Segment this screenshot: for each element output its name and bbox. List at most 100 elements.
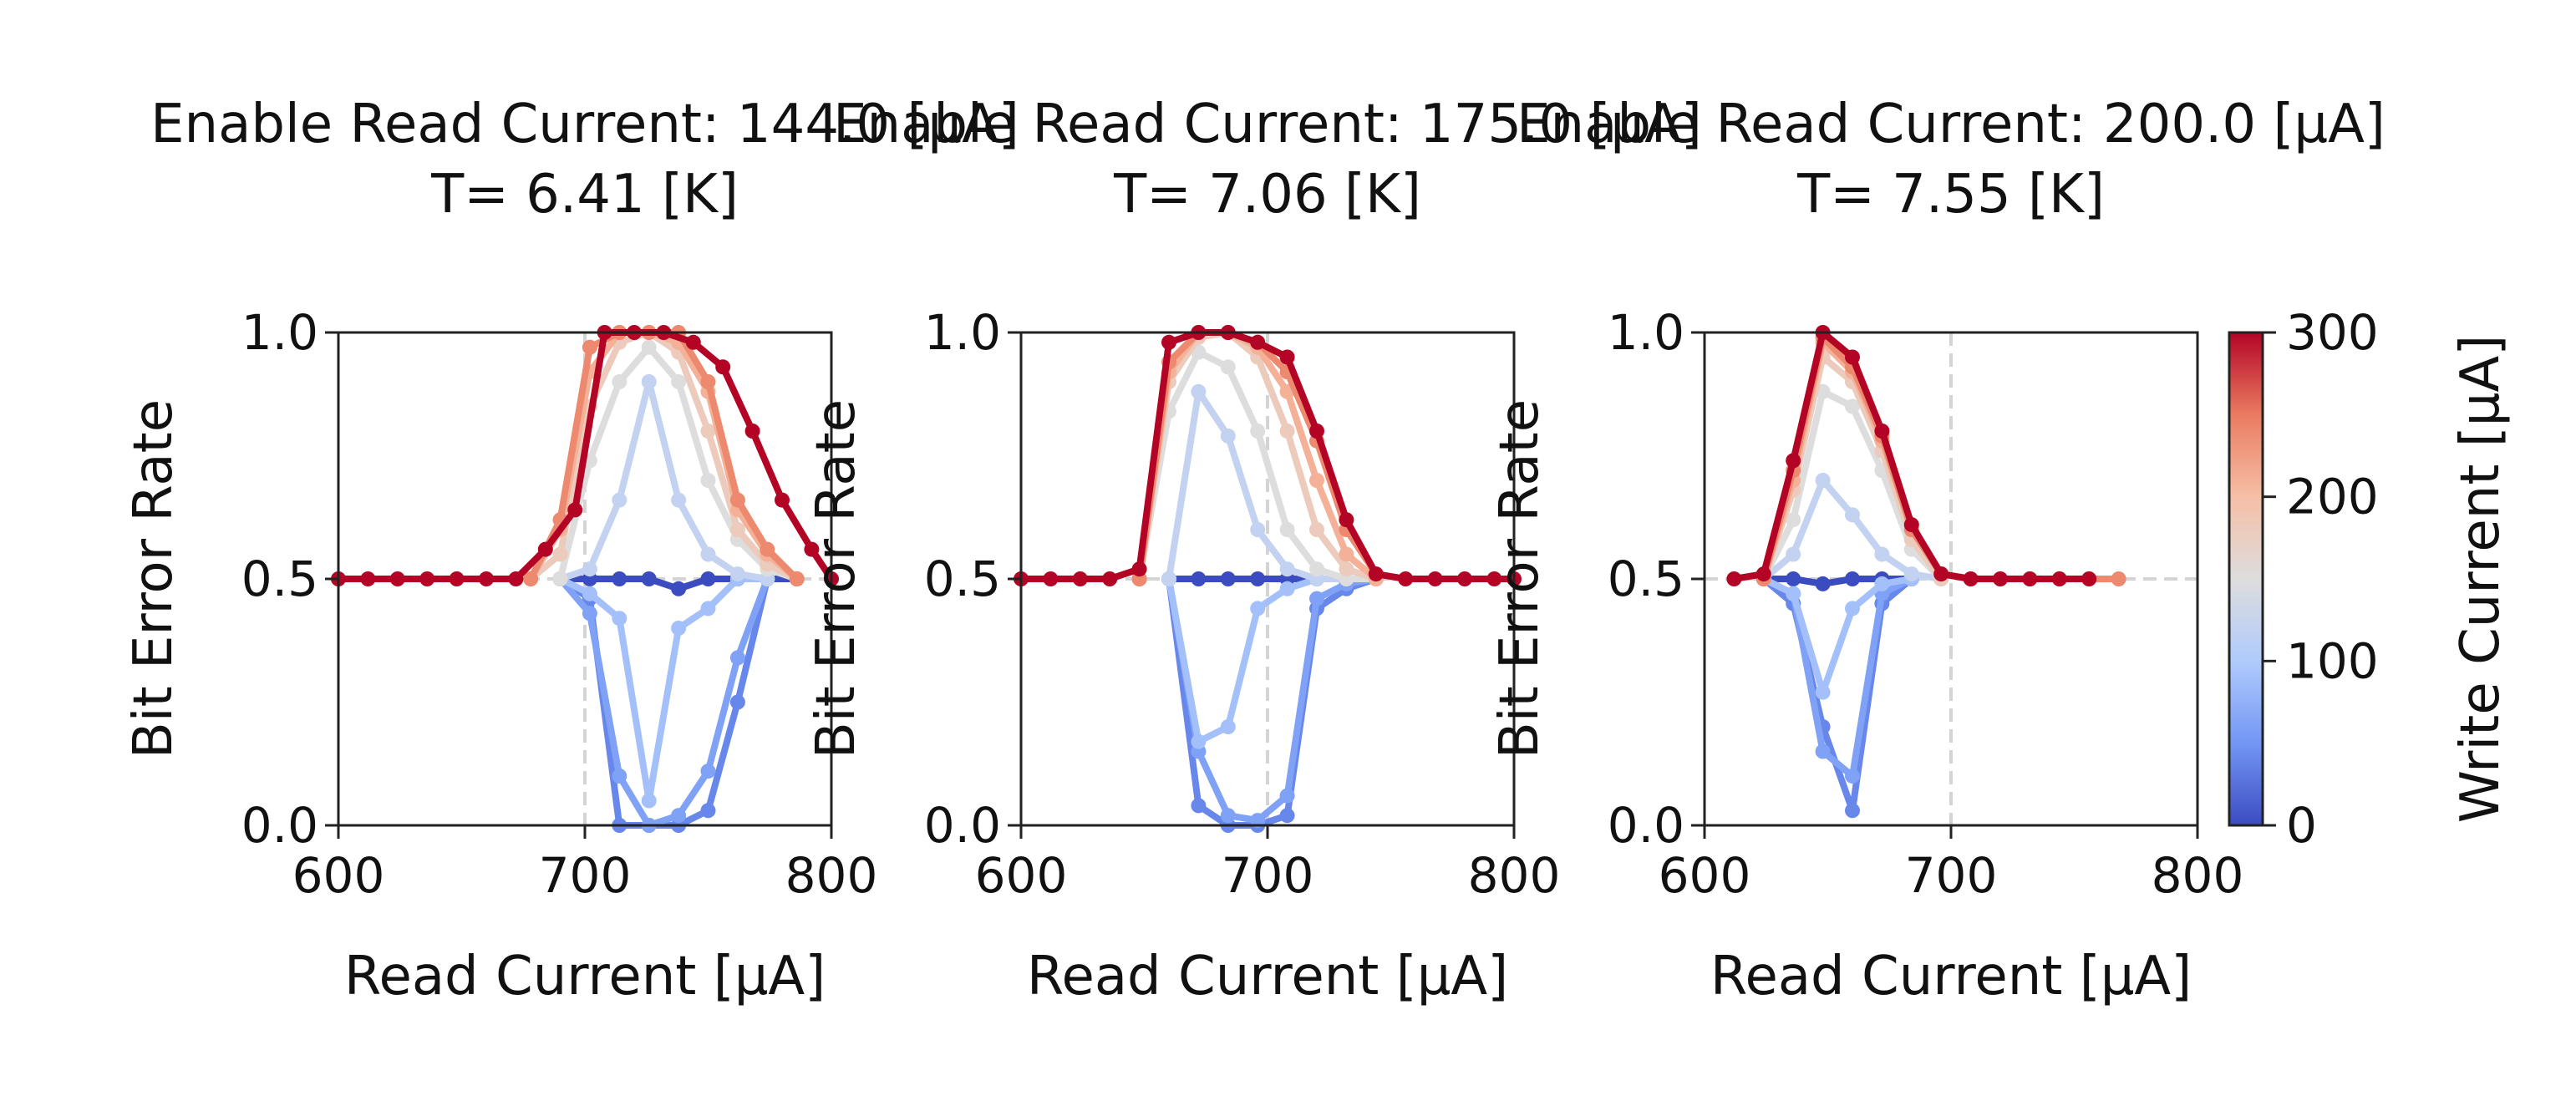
y-tick-label: 0.0	[924, 797, 1001, 854]
data-point	[1845, 571, 1860, 586]
data-point	[1043, 571, 1059, 586]
data-point	[612, 374, 627, 389]
series-group	[1014, 325, 1522, 833]
data-point	[700, 601, 716, 616]
colorbar-tick-label: 200	[2286, 469, 2379, 525]
data-point	[1250, 334, 1266, 350]
data-point	[1845, 349, 1860, 365]
data-point	[1250, 571, 1266, 586]
data-point	[729, 650, 745, 666]
x-tick-label: 800	[1468, 847, 1561, 904]
data-point	[700, 803, 716, 819]
data-point	[2051, 571, 2067, 586]
data-point	[582, 606, 597, 622]
data-point	[449, 571, 465, 586]
data-point	[1457, 571, 1472, 586]
data-point	[1279, 424, 1295, 439]
colorbar-gradient	[2228, 331, 2264, 827]
data-point	[552, 546, 568, 562]
data-point	[1279, 561, 1295, 577]
data-point	[671, 808, 687, 824]
data-point	[1279, 349, 1295, 365]
data-point	[1786, 453, 1801, 469]
data-point	[2022, 571, 2038, 586]
data-point	[1786, 512, 1801, 528]
data-point	[537, 541, 553, 557]
data-point	[612, 611, 627, 627]
data-point	[1191, 383, 1207, 399]
subplot-title-line-2: T= 7.55 [K]	[1796, 164, 2105, 226]
series-line-wc-240	[1760, 333, 2122, 582]
y-axis-label: Bit Error Rate	[123, 399, 185, 759]
data-point	[1845, 803, 1860, 819]
data-point	[729, 694, 745, 710]
x-tick-label: 700	[1905, 847, 1998, 904]
data-point	[775, 492, 790, 508]
data-point	[582, 561, 597, 577]
data-point	[582, 339, 597, 355]
y-tick-label: 0.0	[1608, 797, 1684, 854]
series-line-wc-60	[1166, 576, 1379, 825]
data-point	[1845, 769, 1860, 784]
data-point	[1815, 576, 1831, 591]
data-point	[523, 571, 539, 586]
data-point	[1072, 571, 1088, 586]
data-point	[1368, 566, 1384, 582]
data-point	[700, 473, 716, 488]
data-point	[1161, 571, 1176, 586]
x-axis-label: Read Current [μA]	[1027, 946, 1508, 1007]
data-point	[1845, 398, 1860, 414]
data-point	[1279, 581, 1295, 596]
data-point	[1250, 424, 1266, 439]
data-point	[1309, 591, 1324, 606]
data-point	[1220, 719, 1236, 734]
series-line-wc-40	[1760, 576, 1915, 814]
data-point	[1102, 571, 1118, 586]
data-point	[744, 424, 760, 439]
data-point	[641, 571, 657, 586]
data-point	[552, 571, 568, 586]
series-line-wc-90	[1166, 576, 1379, 745]
y-axis-label: Bit Error Rate	[1489, 399, 1551, 759]
y-axis-label: Bit Error Rate	[805, 399, 867, 759]
data-point	[508, 571, 524, 586]
data-point	[1755, 566, 1771, 582]
data-point	[1427, 571, 1443, 586]
data-point	[729, 492, 745, 508]
data-point	[1191, 571, 1207, 586]
colorbar-tick-label: 0	[2286, 797, 2317, 854]
data-point	[715, 359, 731, 375]
data-point	[729, 522, 745, 537]
data-point	[1250, 601, 1266, 616]
subplot-title-line-1: Enable Read Current: 175.0 [μA]	[833, 94, 1702, 155]
data-point	[700, 571, 716, 586]
data-point	[700, 546, 716, 562]
data-point	[1963, 571, 1979, 586]
series-line-wc-60	[1760, 576, 1915, 779]
subplot-title-line-2: T= 7.06 [K]	[1113, 164, 1421, 226]
y-tick-label: 1.0	[1608, 304, 1684, 361]
subplot-1: Enable Read Current: 144.0 [μA] T= 6.41 […	[123, 94, 1019, 1007]
data-point	[2081, 571, 2097, 586]
data-point	[1726, 571, 1742, 586]
data-point	[1874, 546, 1890, 562]
x-tick-label: 600	[1659, 847, 1751, 904]
data-point	[1339, 561, 1354, 577]
y-tick-label: 0.5	[241, 551, 318, 607]
data-point	[641, 374, 657, 389]
data-point	[1309, 473, 1324, 488]
data-point	[612, 492, 627, 508]
data-point	[612, 571, 627, 586]
data-point	[1250, 522, 1266, 537]
data-point	[360, 571, 376, 586]
data-point	[760, 541, 775, 557]
data-point	[1786, 586, 1801, 601]
data-point	[612, 769, 627, 784]
x-tick-label: 800	[2152, 847, 2244, 904]
colorbar-tick-label: 300	[2286, 304, 2379, 361]
colorbar: 0 100 200 300 Write Current [μA]	[2228, 304, 2512, 854]
data-point	[1339, 512, 1354, 528]
data-point	[700, 424, 716, 439]
data-point	[1815, 684, 1831, 700]
